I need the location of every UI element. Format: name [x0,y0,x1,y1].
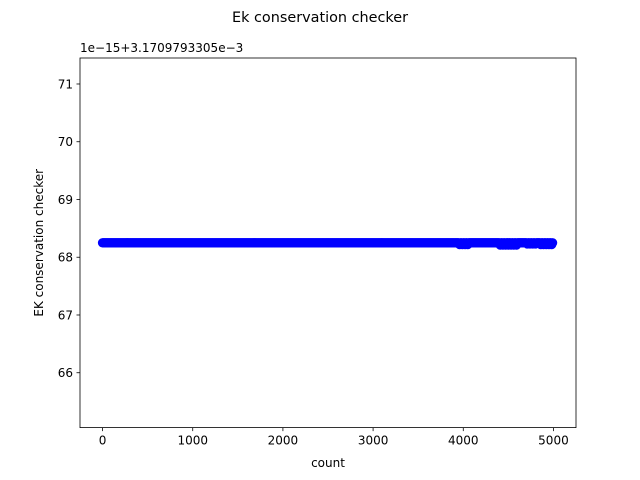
x-tick-label: 3000 [358,434,389,448]
plot-area [97,238,558,250]
y-axis-ticks: 66 67 68 69 70 71 [58,77,80,380]
y-offset-label: 1e−15+3.1709793305e−3 [80,41,243,55]
data-points [97,238,558,250]
data-point [547,238,558,248]
x-axis-label: count [311,456,345,470]
y-tick-label: 66 [58,366,73,380]
x-tick-label: 2000 [268,434,299,448]
x-tick-label: 0 [99,434,107,448]
y-tick-label: 69 [58,193,73,207]
y-tick-label: 67 [58,308,73,322]
plot-frame [79,57,577,429]
y-tick-label: 68 [58,251,73,265]
y-tick-label: 70 [58,135,73,149]
x-axis-ticks: 0 1000 2000 3000 4000 5000 [99,427,569,448]
chart-title: Ek conservation checker [232,10,408,26]
x-tick-label: 5000 [538,434,569,448]
y-tick-label: 71 [58,77,73,91]
x-tick-label: 4000 [448,434,479,448]
y-axis-label: EK conservation checker [32,169,46,317]
x-tick-label: 1000 [177,434,208,448]
